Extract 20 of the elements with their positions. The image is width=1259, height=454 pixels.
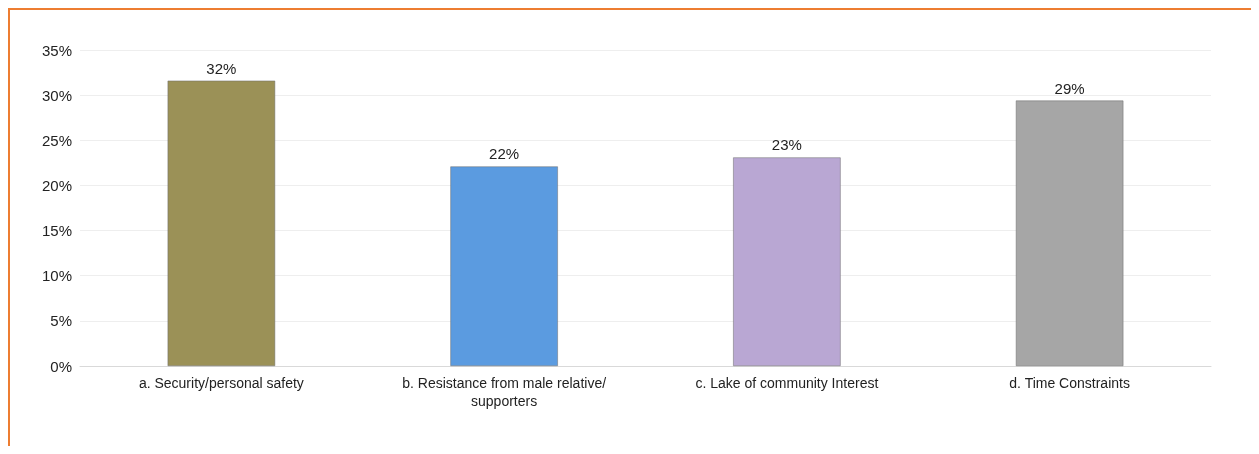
bar (450, 166, 558, 366)
bar (733, 157, 841, 366)
x-tick-label: d. Time Constraints (1009, 375, 1130, 391)
x-tick-label: b. Resistance from male relative/supporters (402, 375, 607, 409)
data-label: 29% (1054, 79, 1085, 97)
y-tick-label: 35% (41, 41, 72, 59)
x-tick-label: c. Lake of community Interest (695, 375, 879, 391)
y-tick-label: 20% (41, 176, 72, 194)
x-tick-label: a. Security/personal safety (138, 375, 304, 391)
y-tick-label: 30% (41, 86, 72, 104)
y-tick-label: 15% (41, 222, 72, 240)
bar (1015, 100, 1124, 366)
y-tick-label: 10% (41, 267, 72, 285)
y-tick-label: 25% (41, 131, 72, 149)
y-tick-label: 0% (50, 357, 72, 375)
y-tick-label: 5% (50, 312, 72, 330)
bar (167, 80, 276, 366)
data-label: 22% (489, 145, 520, 163)
data-label: 32% (206, 59, 237, 77)
data-label: 23% (771, 136, 802, 154)
